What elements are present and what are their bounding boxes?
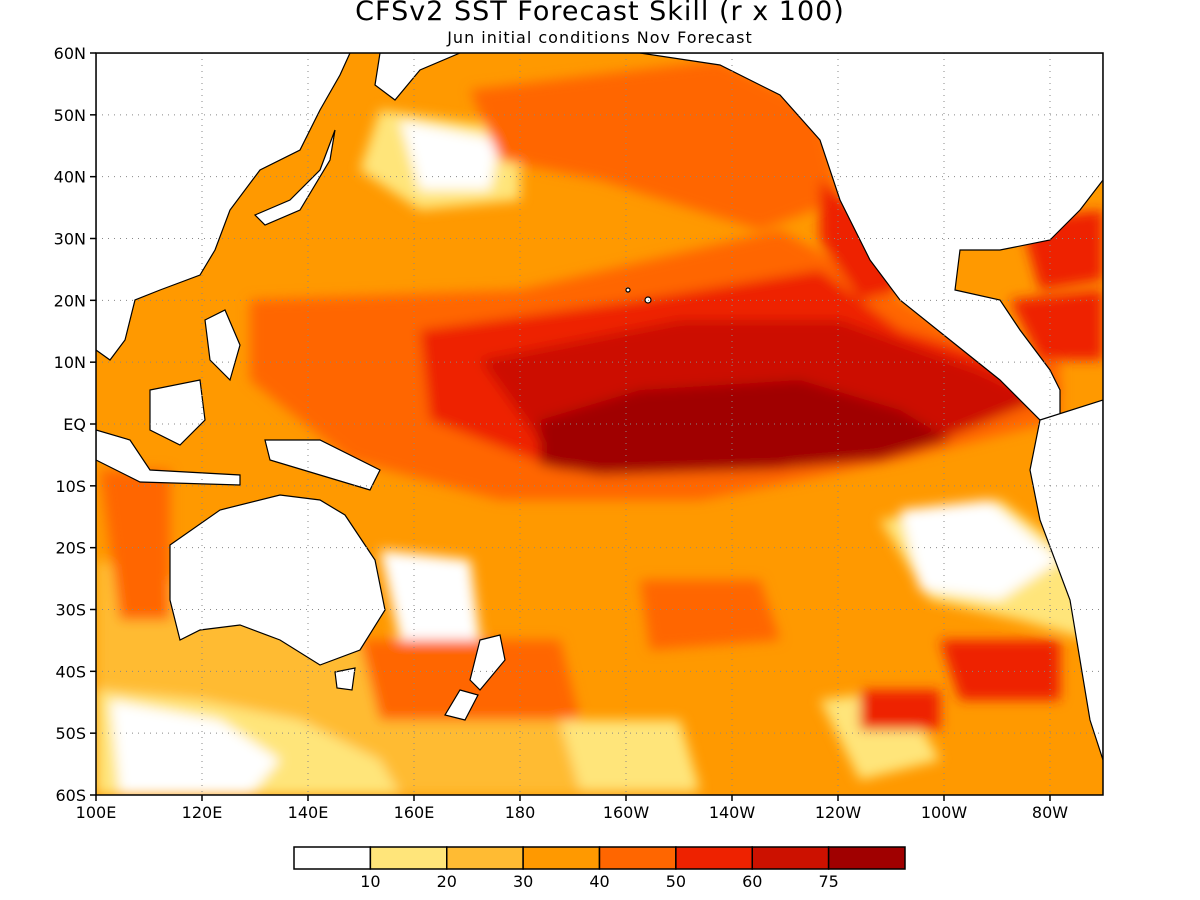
legend-swatch bbox=[522, 846, 601, 870]
lat-tick-label: 30S bbox=[55, 601, 86, 620]
legend-label: 60 bbox=[742, 872, 762, 891]
legend-swatch bbox=[446, 846, 524, 870]
lat-tick-label: 10N bbox=[54, 353, 86, 372]
lon-tick-label: 100E bbox=[76, 803, 117, 822]
map-subtitle: Jun initial conditions Nov Forecast bbox=[447, 28, 753, 47]
lon-tick-label: 140W bbox=[709, 803, 756, 822]
lon-tick-label: 120E bbox=[182, 803, 223, 822]
lon-tick-label: 160W bbox=[603, 803, 650, 822]
legend-label: 10 bbox=[360, 872, 380, 891]
legend-swatch bbox=[751, 846, 830, 870]
legend-swatch bbox=[827, 846, 906, 870]
lon-tick-label: 140E bbox=[288, 803, 329, 822]
map-grid bbox=[96, 53, 1103, 795]
lon-tick-label: 160E bbox=[394, 803, 435, 822]
lat-tick-label: 40N bbox=[54, 168, 86, 187]
legend-swatch bbox=[675, 846, 753, 870]
lon-tick-label: 120W bbox=[815, 803, 862, 822]
lon-tick-label: 100W bbox=[921, 803, 968, 822]
color-legend: 10 20 30 40 50 60 75 bbox=[293, 846, 906, 891]
lat-tick-label: 20S bbox=[55, 539, 86, 558]
skill-field bbox=[96, 53, 1103, 795]
lat-tick-label: 50N bbox=[54, 106, 86, 125]
lat-tick-label: 10S bbox=[55, 477, 86, 496]
legend-label: 30 bbox=[513, 872, 533, 891]
lat-tick-label: 20N bbox=[54, 291, 86, 310]
map-axes: 100E 120E 140E 160E 180 160W 140W 120W 100W 80W 60… bbox=[54, 44, 1069, 822]
lat-tick-label: 40S bbox=[55, 662, 86, 681]
lon-tick-label: 180 bbox=[505, 803, 536, 822]
map-title: CFSv2 SST Forecast Skill (r x 100) bbox=[355, 0, 845, 27]
lat-tick-label: 60S bbox=[55, 786, 86, 805]
legend-swatch bbox=[369, 846, 448, 870]
legend-label: 75 bbox=[818, 872, 838, 891]
lon-tick-label: 80W bbox=[1032, 803, 1068, 822]
legend-label: 40 bbox=[589, 872, 609, 891]
legend-label: 20 bbox=[437, 872, 457, 891]
legend-swatch bbox=[293, 846, 372, 870]
legend-swatch bbox=[598, 846, 677, 870]
lat-tick-label: EQ bbox=[63, 415, 86, 434]
lat-tick-label: 50S bbox=[55, 724, 86, 743]
lat-tick-label: 60N bbox=[54, 44, 86, 63]
legend-label: 50 bbox=[666, 872, 686, 891]
coastlines bbox=[96, 53, 1103, 761]
lat-tick-label: 30N bbox=[54, 230, 86, 249]
